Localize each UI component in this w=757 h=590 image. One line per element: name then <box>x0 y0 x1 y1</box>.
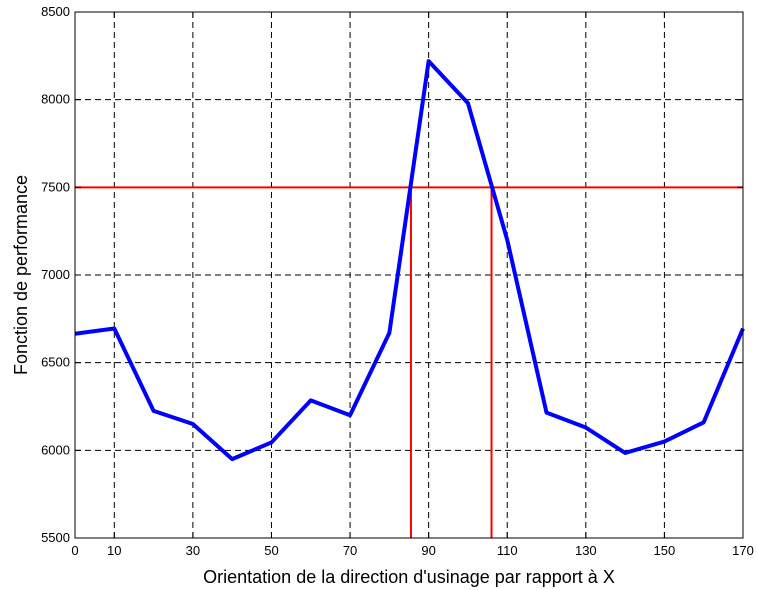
y-tick-label: 5500 <box>41 530 70 545</box>
x-tick-label: 130 <box>575 543 597 558</box>
x-tick-label: 90 <box>421 543 435 558</box>
x-tick-label: 0 <box>71 543 78 558</box>
x-tick-label: 30 <box>186 543 200 558</box>
x-axis-ticks: 0 10 30 50 70 90 110 130 150 170 <box>71 12 754 558</box>
x-tick-label: 70 <box>343 543 357 558</box>
y-tick-label: 8500 <box>41 4 70 19</box>
x-tick-label: 10 <box>107 543 121 558</box>
series-line <box>74 59 745 462</box>
x-axis-label: Orientation de la direction d'usinage pa… <box>203 567 615 587</box>
y-tick-label: 8000 <box>41 92 70 107</box>
y-tick-label: 6000 <box>41 442 70 457</box>
y-axis-ticks: 5500 6000 6500 7000 7500 8000 8500 <box>41 4 743 545</box>
x-tick-label: 170 <box>732 543 754 558</box>
x-tick-label: 110 <box>497 543 518 558</box>
grid <box>75 12 743 538</box>
x-tick-label: 150 <box>654 543 676 558</box>
x-tick-label: 50 <box>264 543 278 558</box>
y-tick-label: 6500 <box>41 355 70 370</box>
y-axis-label: Fonction de performance <box>11 175 31 375</box>
y-tick-label: 7000 <box>41 267 70 282</box>
y-tick-label: 7500 <box>41 179 70 194</box>
series <box>74 59 745 462</box>
